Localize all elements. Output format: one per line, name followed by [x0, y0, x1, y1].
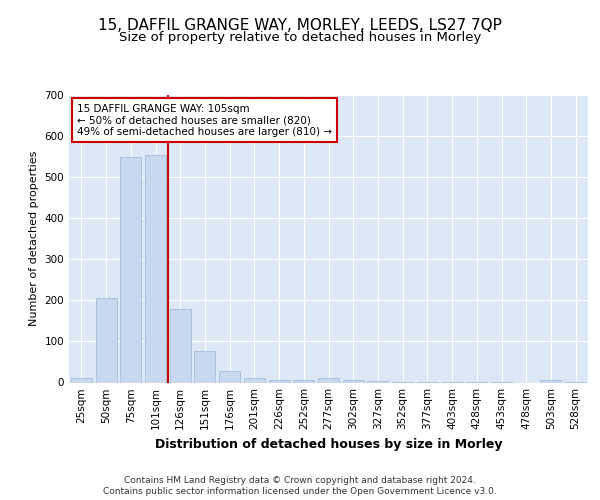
Text: Size of property relative to detached houses in Morley: Size of property relative to detached ho… [119, 31, 481, 44]
Y-axis label: Number of detached properties: Number of detached properties [29, 151, 39, 326]
Bar [95, 298, 116, 382]
Bar [541, 380, 562, 382]
Bar [318, 378, 339, 382]
Text: 15, DAFFIL GRANGE WAY, MORLEY, LEEDS, LS27 7QP: 15, DAFFIL GRANGE WAY, MORLEY, LEEDS, LS… [98, 18, 502, 32]
Bar [71, 378, 92, 382]
X-axis label: Distribution of detached houses by size in Morley: Distribution of detached houses by size … [155, 438, 502, 451]
Bar [170, 308, 191, 382]
Text: Contains HM Land Registry data © Crown copyright and database right 2024.: Contains HM Land Registry data © Crown c… [124, 476, 476, 485]
Bar [120, 156, 141, 382]
Text: Contains public sector information licensed under the Open Government Licence v3: Contains public sector information licen… [103, 488, 497, 496]
Bar [194, 351, 215, 382]
Bar [293, 380, 314, 382]
Bar [269, 380, 290, 382]
Bar [219, 372, 240, 382]
Bar [244, 378, 265, 382]
Bar [145, 154, 166, 382]
Text: 15 DAFFIL GRANGE WAY: 105sqm
← 50% of detached houses are smaller (820)
49% of s: 15 DAFFIL GRANGE WAY: 105sqm ← 50% of de… [77, 104, 332, 137]
Bar [343, 380, 364, 382]
